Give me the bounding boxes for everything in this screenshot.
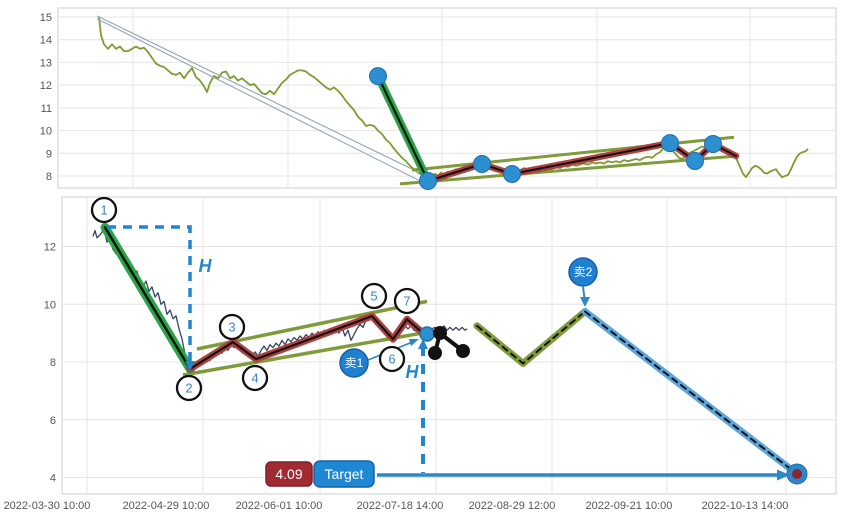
sell1-marker[interactable] <box>339 348 369 378</box>
x-tick-label: 2022-06-01 10:00 <box>236 500 323 512</box>
sell2-label: 卖2 <box>574 265 593 279</box>
wave-circle-2[interactable] <box>175 374 203 402</box>
detail-y-tick-label: 8 <box>50 357 56 369</box>
wave-circle-7[interactable] <box>393 287 421 315</box>
pivot-dot[interactable] <box>661 134 679 153</box>
detail-y-tick-label: 4 <box>50 473 56 485</box>
measure-h2-arrow <box>418 339 428 349</box>
wave-number-1: 1 <box>100 203 107 218</box>
wave-circle-3[interactable] <box>218 313 246 341</box>
target-price-value: 4.09 <box>275 466 302 482</box>
overview-y-tick-label: 8 <box>46 171 52 183</box>
pivot-dot[interactable] <box>473 155 491 173</box>
channel-lower-overview <box>399 154 735 186</box>
overview-y-tick-label: 12 <box>40 80 52 92</box>
wave-circle-5[interactable] <box>360 282 388 310</box>
measure-h1-arrow <box>185 361 195 371</box>
sell-point-dot[interactable] <box>419 326 435 342</box>
fractal-dot[interactable] <box>433 326 447 340</box>
overview-panel-border <box>57 7 837 189</box>
pivot-dot[interactable] <box>686 152 704 170</box>
wave-circle-1[interactable] <box>90 196 118 224</box>
x-tick-label: 2022-08-29 12:00 <box>469 500 556 512</box>
target-label: Target <box>325 466 364 482</box>
sell1-arrow-head <box>409 339 419 346</box>
impulse-leg-overview-core <box>376 75 430 183</box>
pivot-dot[interactable] <box>369 67 387 86</box>
downtrend-guide-line <box>96 18 428 185</box>
wave-number-7: 7 <box>403 294 410 309</box>
pivot-dot[interactable] <box>503 165 521 183</box>
downtrend-guide-line <box>96 15 431 179</box>
fractal-dot[interactable] <box>456 344 470 358</box>
sell2-marker[interactable] <box>568 257 598 287</box>
h1-label: H <box>199 256 213 276</box>
projection-green-dashed-core <box>476 310 586 365</box>
sell2-arrow-head <box>580 297 590 307</box>
x-tick-label: 2022-10-13 14:00 <box>702 500 789 512</box>
x-tick-label: 2022-04-29 10:00 <box>123 500 210 512</box>
target-price-badge[interactable] <box>265 461 313 487</box>
sell1-label: 卖1 <box>345 356 364 370</box>
channel-upper-overview <box>411 135 735 172</box>
fractal-dot[interactable] <box>428 346 442 360</box>
pivot-dot[interactable] <box>419 172 437 190</box>
overview-y-tick-label: 11 <box>41 103 52 115</box>
wave-circle-6[interactable] <box>378 345 406 373</box>
wave-number-4: 4 <box>251 371 258 386</box>
zigzag-detail-core <box>188 315 426 370</box>
projection-blue-dashed-core <box>584 310 797 475</box>
overview-y-tick-label: 14 <box>40 35 52 47</box>
target-line-arrow <box>777 469 790 481</box>
wave-number-6: 6 <box>388 352 395 367</box>
wave-number-5: 5 <box>370 289 377 304</box>
wave-number-2: 2 <box>185 381 192 396</box>
overview-y-tick-label: 13 <box>40 57 52 69</box>
wave-number-3: 3 <box>228 320 235 335</box>
pivot-dot[interactable] <box>704 135 722 153</box>
overview-y-tick-label: 10 <box>40 126 52 138</box>
detail-y-tick-label: 10 <box>44 299 56 311</box>
wave-circle-4[interactable] <box>241 364 269 392</box>
h2-label: H <box>406 362 420 382</box>
detail-y-tick-label: 6 <box>50 415 56 427</box>
x-tick-label: 2022-03-30 10:00 <box>4 500 91 512</box>
x-tick-label: 2022-07-18 14:00 <box>357 500 444 512</box>
x-tick-label: 2022-09-21 10:00 <box>586 500 673 512</box>
overview-y-tick-label: 9 <box>46 148 52 160</box>
target-end-marker-inner <box>792 469 802 479</box>
detail-y-tick-label: 12 <box>44 242 56 254</box>
overview-y-tick-label: 15 <box>40 12 52 24</box>
impulse-leg-detail-core <box>103 226 192 371</box>
measure-h1-dashed-line <box>107 225 192 364</box>
target-badge[interactable] <box>313 460 375 488</box>
